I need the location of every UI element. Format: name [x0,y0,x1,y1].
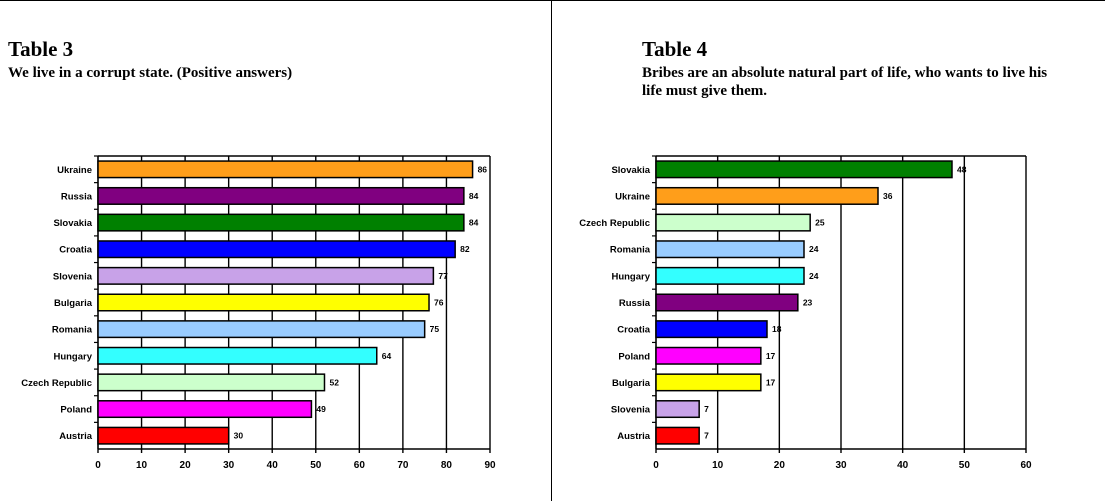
x-tick-label: 90 [484,460,496,471]
category-label: Bulgaria [54,298,93,309]
data-label: 30 [234,431,244,441]
data-label: 86 [478,164,488,174]
bar [655,373,762,392]
bar [97,213,465,232]
data-label: 77 [438,271,448,281]
x-tick-label: 0 [653,460,659,471]
x-tick-label: 10 [136,460,148,471]
bar [97,426,230,445]
category-label: Slovakia [611,165,650,176]
data-label: 7 [704,404,709,414]
x-tick-label: 40 [267,460,279,471]
x-tick-label: 50 [310,460,322,471]
bar [97,373,326,392]
category-label: Czech Republic [21,378,92,389]
bar [655,240,805,259]
data-label: 52 [329,377,339,387]
x-tick-label: 20 [180,460,192,471]
category-label: Romania [610,245,651,256]
bar [97,293,430,312]
data-label: 7 [704,431,709,441]
x-tick-label: 80 [441,460,453,471]
bar [97,186,465,205]
data-label: 25 [815,218,825,228]
bar [655,293,799,312]
category-label: Poland [618,351,650,362]
category-label: Slovakia [53,218,92,229]
panel-table-3: Table 3 We live in a corrupt state. (Pos… [0,0,552,501]
x-tick-label: 70 [397,460,409,471]
category-label: Croatia [59,245,92,256]
x-tick-label: 20 [774,460,786,471]
data-label: 48 [957,164,967,174]
bar [655,160,953,179]
data-label: 49 [316,404,326,414]
bar [655,186,879,205]
bar [655,426,700,445]
category-label: Czech Republic [579,218,650,229]
data-label: 36 [883,191,893,201]
chart-title: Table 4 [642,37,708,61]
bar [97,266,435,285]
data-label: 82 [460,244,470,254]
bar [655,320,768,339]
data-label: 17 [766,351,776,361]
x-tick-label: 30 [835,460,847,471]
x-tick-label: 10 [712,460,724,471]
data-label: 23 [803,298,813,308]
category-label: Ukraine [615,191,650,202]
data-label: 75 [430,324,440,334]
x-tick-label: 0 [95,460,101,471]
category-label: Russia [61,191,93,202]
bar [655,400,700,419]
chart-subtitle: Bribes are an absolute natural part of l… [642,65,1048,99]
x-tick-label: 60 [354,460,366,471]
data-label: 17 [766,377,776,387]
category-label: Slovenia [53,271,93,282]
data-label: 18 [772,324,782,334]
x-tick-label: 30 [223,460,235,471]
data-label: 64 [382,351,392,361]
category-label: Austria [59,431,92,442]
data-label: 76 [434,298,444,308]
category-label: Bulgaria [612,378,651,389]
category-label: Poland [60,405,92,416]
panel-table-4: Table 4 Bribes are an absolute natural p… [552,0,1105,501]
category-label: Slovenia [611,405,651,416]
bar [655,266,805,285]
bar-chart-table-3: 0 10 20 30 40 50 60 70 80 90 Ukraine 86 Russia 84 Slov… [21,155,496,471]
data-label: 24 [809,244,819,254]
x-tick-label: 60 [1020,460,1032,471]
chart-subtitle: We live in a corrupt state. (Positive an… [8,65,293,81]
category-label: Romania [52,325,93,336]
bar [655,213,811,232]
category-label: Croatia [617,325,650,336]
category-label: Hungary [611,271,650,282]
bar [97,240,456,259]
data-label: 84 [469,218,479,228]
bar [97,346,378,365]
bar [97,320,426,339]
chart-title: Table 3 [8,37,74,61]
x-tick-label: 40 [897,460,909,471]
x-tick-label: 50 [959,460,971,471]
bar [97,160,474,179]
data-label: 84 [469,191,479,201]
bar [97,400,313,419]
category-label: Hungary [53,351,92,362]
category-label: Austria [617,431,650,442]
data-label: 24 [809,271,819,281]
bar-chart-table-4: 0 10 20 30 40 50 60 Slovakia 48 Ukraine 36 Czech Re… [579,155,1032,471]
category-label: Russia [619,298,651,309]
bar [655,346,762,365]
category-label: Ukraine [57,165,92,176]
